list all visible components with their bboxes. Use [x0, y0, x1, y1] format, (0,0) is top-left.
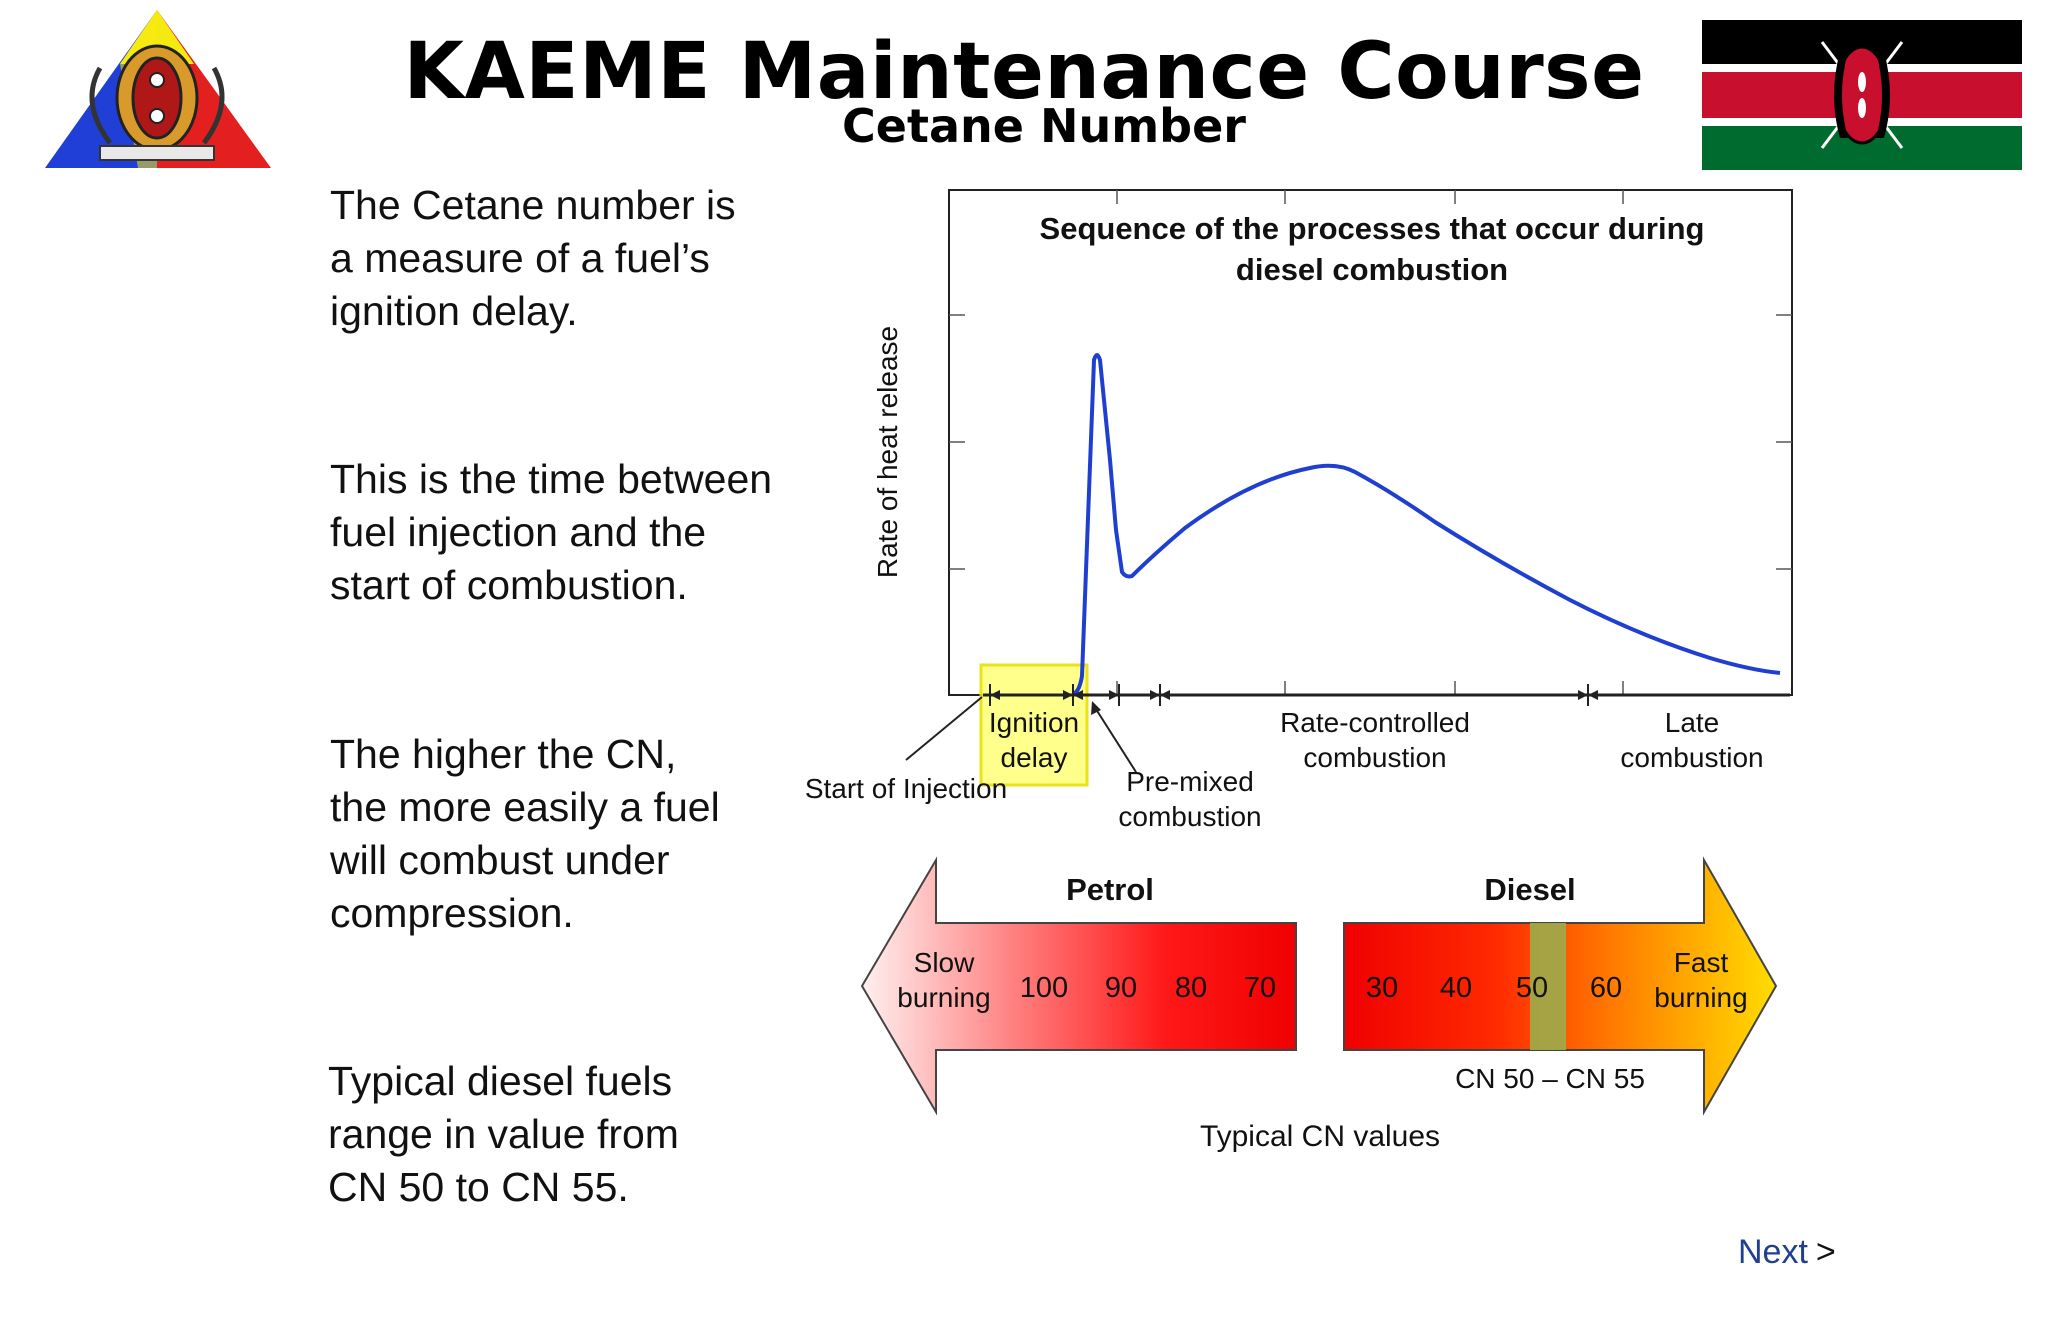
heat-release-curve — [1071, 353, 1781, 696]
rate-controlled-label-2: combustion — [1303, 742, 1446, 773]
ignition-delay-highlight — [979, 663, 1089, 787]
cn-scale-caption: Typical CN values — [1200, 1120, 1440, 1153]
text-paragraph-4: Typical diesel fuels range in value from… — [328, 1058, 679, 1210]
petrol-value: 100 — [1020, 972, 1068, 1004]
diagram-title-line-1: Sequence of the processes that occur dur… — [1040, 211, 1705, 246]
next-link[interactable]: Next > — [1738, 1233, 1836, 1272]
diagram-title-line-2: diesel combustion — [1236, 252, 1508, 287]
diesel-value: 40 — [1440, 972, 1472, 1004]
text-paragraph-2: This is the time between fuel injection … — [330, 456, 773, 608]
slow-burning-label-1: Slow — [914, 947, 975, 978]
slow-burning-label-2: burning — [897, 982, 990, 1013]
kenya-flag — [1702, 20, 2022, 170]
fast-burning-label-2: burning — [1654, 982, 1747, 1013]
y-axis-label: Rate of heat release — [872, 326, 903, 578]
text-paragraph-3: The higher the CN, the more easily a fue… — [330, 731, 720, 936]
premixed-label-2: combustion — [1118, 801, 1261, 832]
late-combustion-label-1: Late — [1665, 707, 1720, 738]
diesel-value: 60 — [1590, 972, 1622, 1004]
next-arrow-icon: > — [1815, 1233, 1836, 1271]
diesel-label: Diesel — [1484, 872, 1575, 907]
diesel-value: 30 — [1366, 972, 1398, 1004]
petrol-label: Petrol — [1066, 872, 1154, 907]
text-paragraph-1: The Cetane number is a measure of a fuel… — [330, 182, 736, 334]
ignition-delay-label-2: delay — [1001, 742, 1068, 773]
petrol-value: 90 — [1105, 972, 1137, 1004]
start-of-injection-label: Start of Injection — [805, 773, 1007, 804]
fast-burning-label-1: Fast — [1674, 947, 1729, 978]
page-subtitle: Cetane Number — [842, 99, 1246, 153]
premixed-label-1: Pre-mixed — [1126, 766, 1254, 797]
cn-range-band — [1530, 923, 1566, 1050]
rate-controlled-label-1: Rate-controlled — [1280, 707, 1470, 738]
diesel-value: 50 — [1516, 972, 1548, 1004]
petrol-arrow — [860, 856, 1297, 1116]
ignition-delay-label-1: Ignition — [989, 707, 1079, 738]
cn-range-label: CN 50 – CN 55 — [1455, 1063, 1645, 1094]
cn-scale: Petrol Diesel Slow burning Fast burning … — [860, 856, 1778, 1153]
next-link-label[interactable]: Next — [1738, 1233, 1808, 1271]
petrol-value: 70 — [1244, 972, 1276, 1004]
combustion-diagram: Sequence of the processes that occur dur… — [805, 189, 1793, 832]
petrol-value: 80 — [1175, 972, 1207, 1004]
late-combustion-label-2: combustion — [1620, 742, 1763, 773]
kaeme-emblem — [45, 10, 271, 168]
page-title: KAEME Maintenance Course — [403, 27, 1645, 117]
